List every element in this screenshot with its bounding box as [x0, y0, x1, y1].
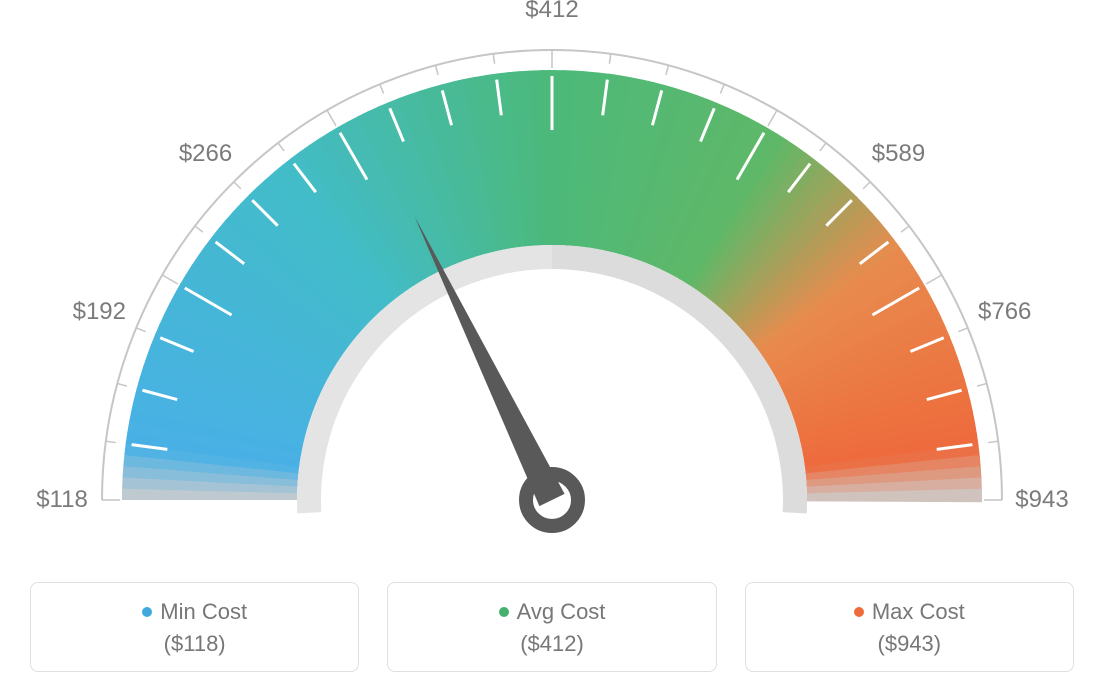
gauge-tick-label: $118	[36, 486, 88, 514]
legend-row: Min Cost ($118) Avg Cost ($412) Max Cost…	[30, 582, 1074, 672]
legend-max-card: Max Cost ($943)	[745, 582, 1074, 672]
legend-avg-label: Avg Cost	[517, 599, 606, 625]
legend-max-dot	[854, 607, 864, 617]
legend-min-dot	[142, 607, 152, 617]
legend-avg-value: ($412)	[398, 631, 705, 657]
gauge-tick-label: $943	[1015, 486, 1068, 514]
gauge-tick-label: $412	[525, 0, 578, 24]
gauge-tick-label: $266	[179, 140, 232, 168]
legend-min-card: Min Cost ($118)	[30, 582, 359, 672]
legend-max-label: Max Cost	[872, 599, 965, 625]
gauge-tick-label: $589	[872, 140, 925, 168]
gauge-tick-label: $192	[73, 298, 126, 326]
legend-avg-dot	[499, 607, 509, 617]
legend-min-value: ($118)	[41, 631, 348, 657]
cost-gauge-chart: $118 $192 $266 $412 $589 $766 $943	[0, 0, 1104, 560]
legend-avg-card: Avg Cost ($412)	[387, 582, 716, 672]
gauge-tick-label: $766	[978, 298, 1031, 326]
legend-max-value: ($943)	[756, 631, 1063, 657]
legend-min-label: Min Cost	[160, 599, 247, 625]
